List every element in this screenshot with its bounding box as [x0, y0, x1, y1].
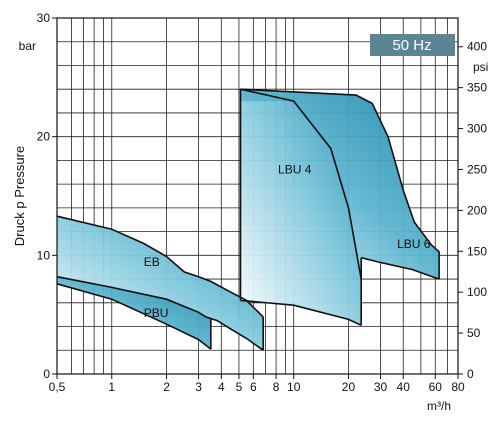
area-lbu-4 — [240, 89, 362, 326]
x-axis-unit: m³/h — [427, 399, 451, 413]
y-left-tick-label: 30 — [37, 11, 51, 25]
x-tick-label: 0,5 — [49, 380, 66, 394]
y-left-tick-label: 0 — [43, 367, 50, 381]
x-tick-label: 10 — [287, 380, 301, 394]
area-pbu — [57, 276, 211, 350]
y-right-tick-label: 0 — [467, 367, 474, 381]
performance-areas — [57, 89, 440, 351]
y-right-tick-label: 250 — [467, 162, 487, 176]
curve-line — [240, 88, 440, 280]
x-tick-label: 2 — [163, 380, 170, 394]
series-label-lbu-6: LBU 6 — [397, 237, 431, 251]
x-tick-label: 60 — [429, 380, 443, 394]
curve-line — [56, 215, 264, 318]
y-right-tick-label: 100 — [467, 285, 487, 299]
y-axis-label: Druck p Pressure — [12, 146, 27, 246]
area-eb — [57, 216, 264, 351]
y-right-unit: psi — [473, 60, 488, 74]
x-tick-label: 80 — [451, 380, 465, 394]
axis-ticks: 0,5 1 2 3 4 5 6 8 10 20 30 40 60 80010203005010015020… — [37, 11, 488, 394]
area-lbu-6 — [240, 89, 440, 280]
y-right-tick-label: 150 — [467, 244, 487, 258]
y-left-tick-label: 20 — [37, 130, 51, 144]
y-right-tick-label: 400 — [467, 40, 487, 54]
y-right-tick-label: 350 — [467, 81, 487, 95]
series-label-lbu-4: LBU 4 — [278, 162, 312, 176]
series-label-pbu: PBU — [144, 306, 169, 320]
plot-border — [56, 17, 459, 375]
x-tick-label: 6 — [250, 380, 257, 394]
curve-line — [361, 256, 440, 280]
frequency-badge — [370, 34, 455, 56]
boundary-lines — [56, 88, 440, 351]
y-right-tick-label: 50 — [467, 326, 481, 340]
curve-line — [56, 283, 212, 350]
x-tick-label: 4 — [218, 380, 225, 394]
x-tick-label: 3 — [195, 380, 202, 394]
y-right-tick-label: 300 — [467, 122, 487, 136]
x-tick-label: 8 — [273, 380, 280, 394]
y-left-tick-label: 10 — [37, 248, 51, 262]
curve-line — [240, 299, 362, 327]
series-labels: EB PBU LBU 4 LBU 6 — [144, 162, 431, 320]
series-label-eb: EB — [144, 255, 160, 269]
x-tick-label: 5 — [236, 380, 243, 394]
y-left-unit: bar — [19, 39, 36, 53]
y-right-tick-label: 200 — [467, 203, 487, 217]
x-tick-label: 1 — [108, 380, 115, 394]
x-tick-label: 20 — [342, 380, 356, 394]
curve-line — [240, 88, 362, 280]
x-tick-label: 30 — [374, 380, 388, 394]
curve-line — [56, 275, 264, 351]
x-tick-label: 40 — [397, 380, 411, 394]
plot-frame — [56, 17, 459, 375]
frequency-badge-text: 50 Hz — [392, 37, 431, 54]
